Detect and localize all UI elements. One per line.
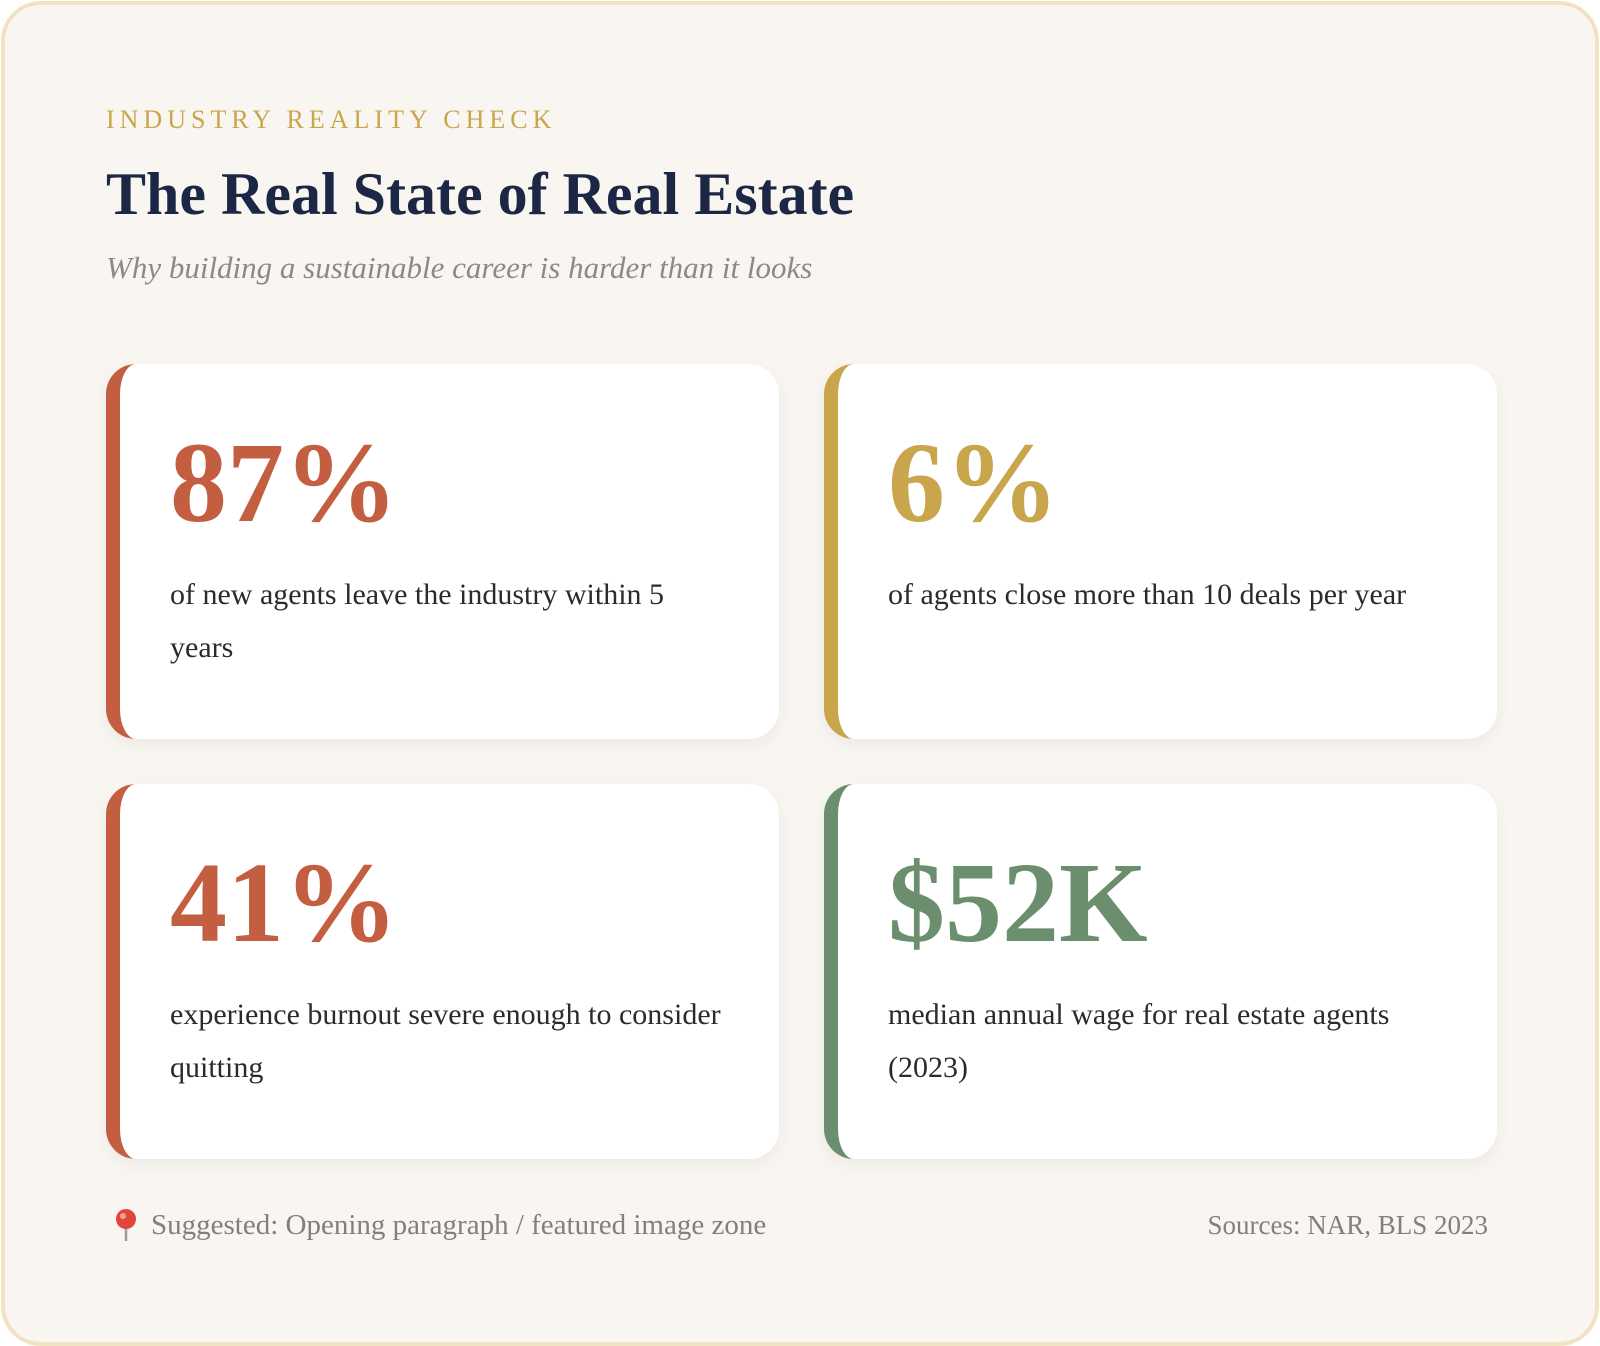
stat-value: $52K <box>888 839 1148 966</box>
stat-label: of agents close more than 10 deals per y… <box>888 578 1407 611</box>
sources: Sources: NAR, BLS 2023 <box>1207 1210 1488 1240</box>
stat-label: median annual wage for real estate agent… <box>888 998 1390 1084</box>
subtitle: Why building a sustainable career is har… <box>106 250 813 285</box>
footer-note-text: Suggested: Opening paragraph / featured … <box>151 1208 767 1241</box>
stat-card: $52K median annual wage for real estate a… <box>824 784 1497 1159</box>
stat-value: 41% <box>170 839 398 966</box>
title: The Real State of Real Estate <box>106 161 855 227</box>
pin-icon <box>116 1209 136 1241</box>
stat-card: 41% experience burnout severe enough to c… <box>106 784 779 1159</box>
stat-label: experience burnout severe enough to cons… <box>170 998 721 1084</box>
eyebrow: INDUSTRY REALITY CHECK <box>106 105 557 134</box>
footer-note: Suggested: Opening paragraph / featured … <box>113 1208 766 1242</box>
stat-value: 87% <box>170 419 398 546</box>
stat-card: 6% of agents close more than 10 deals per… <box>824 364 1497 739</box>
stat-grid: 87% of new agents leave the industry with… <box>106 364 1497 1159</box>
stat-card: 87% of new agents leave the industry with… <box>106 364 779 739</box>
stat-label: of new agents leave the industry within … <box>170 578 665 664</box>
stat-value: 6% <box>888 419 1059 546</box>
